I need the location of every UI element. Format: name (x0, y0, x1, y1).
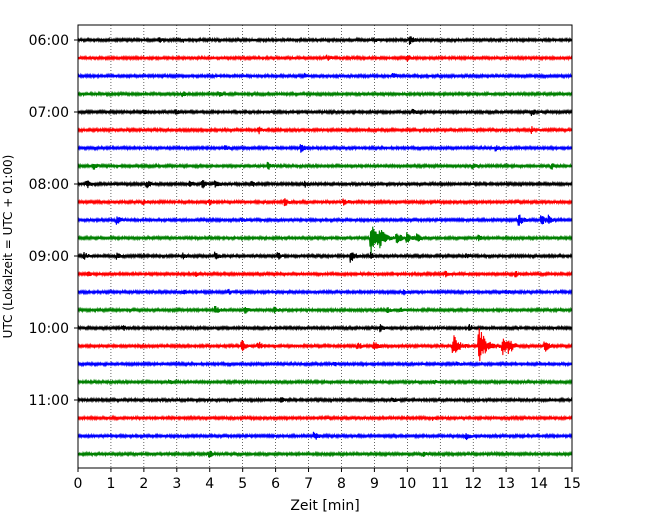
x-tick-label: 1 (106, 476, 115, 492)
trace-11:45 (77, 450, 573, 458)
trace-06:30 (77, 72, 573, 80)
y-tick-label: 11:00 (29, 393, 69, 409)
x-tick-label: 7 (304, 476, 313, 492)
trace-06:15 (77, 54, 573, 62)
x-axis-label: Zeit [min] (290, 498, 359, 514)
trace-06:00 (77, 36, 573, 45)
x-tick-label: 13 (497, 476, 515, 492)
x-tick-label: 5 (238, 476, 247, 492)
x-tick-label: 4 (205, 476, 214, 492)
y-tick-label: 10:00 (29, 321, 69, 337)
y-tick-label: 08:00 (29, 177, 69, 193)
x-tick-label: 11 (431, 476, 449, 492)
x-tick-label: 12 (464, 476, 482, 492)
trace-10:30 (77, 360, 573, 368)
x-tick-label: 0 (74, 476, 83, 492)
y-axis-label: UTC (Lokalzeit = UTC + 01:00) (1, 155, 15, 339)
x-tick-label: 10 (398, 476, 416, 492)
y-tick-label: 07:00 (29, 105, 69, 121)
trace-09:30 (77, 288, 573, 296)
trace-11:00 (77, 396, 573, 404)
trace-10:00 (77, 324, 573, 333)
y-axis-ticks: 06:00 07:00 08:00 09:00 10:00 11:00 (29, 33, 78, 409)
trace-07:30 (77, 144, 573, 153)
trace-06:45 (77, 90, 573, 98)
trace-07:00 (77, 108, 573, 117)
trace-group (77, 36, 573, 458)
trace-10:15 (77, 328, 573, 362)
x-tick-label: 3 (172, 476, 181, 492)
x-tick-label: 9 (370, 476, 379, 492)
y-tick-label: 06:00 (29, 33, 69, 49)
x-axis-ticks: 0 1 2 3 4 5 6 7 8 9 10 11 12 13 14 15 (74, 468, 581, 492)
x-tick-label: 6 (271, 476, 280, 492)
trace-08:15 (77, 198, 573, 207)
x-tick-label: 2 (139, 476, 148, 492)
trace-08:45 (77, 226, 573, 255)
trace-09:15 (77, 270, 573, 278)
trace-07:45 (77, 161, 573, 170)
trace-09:00 (77, 251, 573, 263)
trace-11:30 (77, 431, 573, 441)
trace-07:15 (77, 126, 573, 135)
y-tick-label: 09:00 (29, 249, 69, 265)
trace-10:45 (77, 378, 573, 386)
x-tick-label: 15 (563, 476, 581, 492)
x-tick-label: 14 (530, 476, 548, 492)
x-tick-label: 8 (337, 476, 346, 492)
trace-09:45 (77, 305, 573, 314)
trace-08:00 (77, 180, 573, 189)
plot-frame (77, 24, 573, 469)
trace-11:15 (77, 414, 573, 422)
trace-08:30 (77, 214, 573, 226)
vertical-grid (110, 25, 540, 468)
